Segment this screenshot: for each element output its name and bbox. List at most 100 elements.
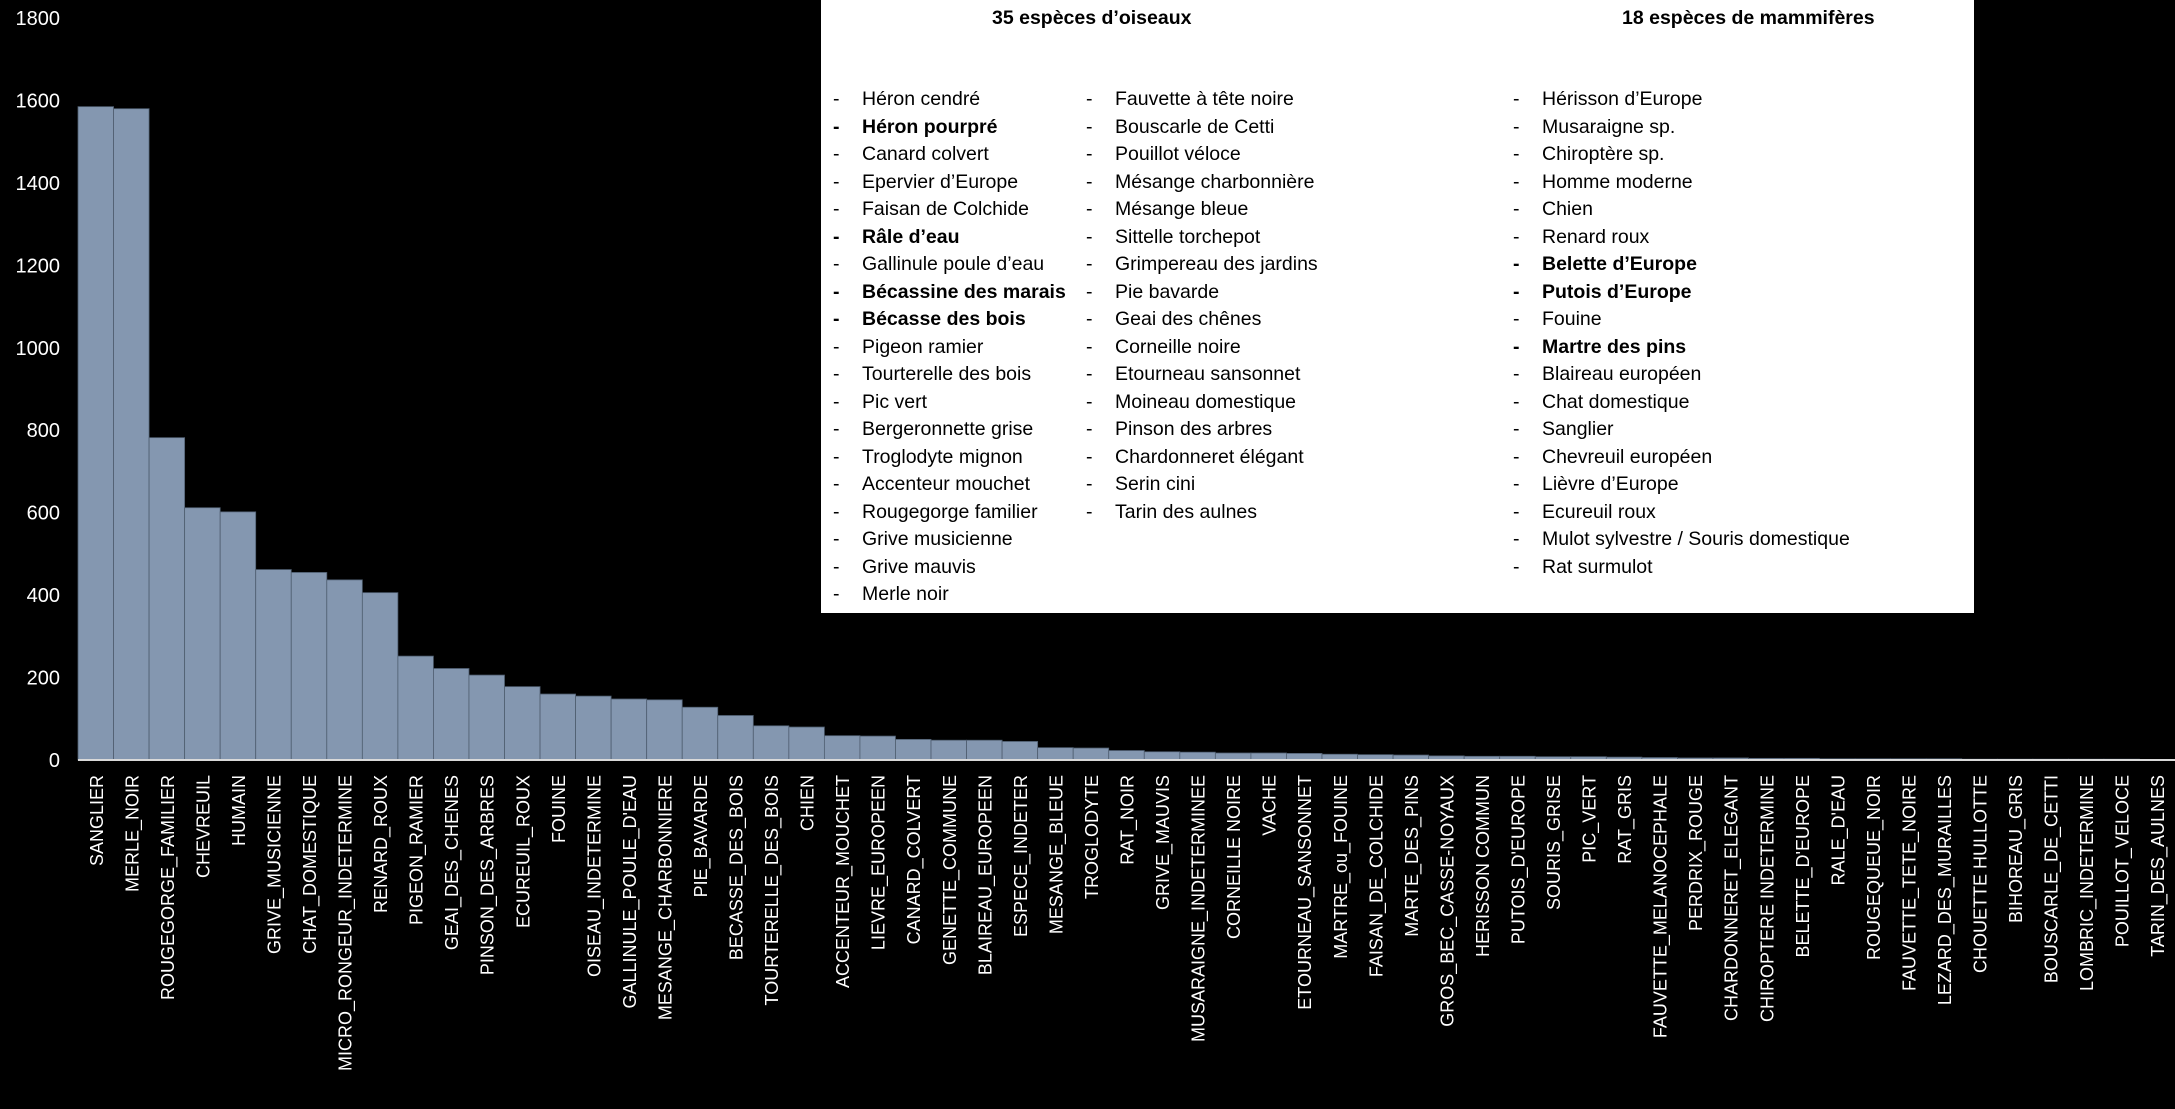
bar — [895, 738, 932, 761]
species-item: Tarin des aulnes — [1086, 499, 1318, 527]
x-tick-label: CHEVREUIL — [193, 775, 213, 878]
bar — [752, 725, 790, 761]
bar — [823, 735, 861, 761]
species-item: Sanglier — [1513, 416, 1850, 444]
y-tick-label: 800 — [27, 420, 60, 442]
x-tick-label: ECUREUIL_ROUX — [513, 775, 534, 928]
x-tick-label: GALLINULE_POULE_D'EAU — [620, 775, 641, 1009]
x-tick-label: GROS_BEC_CASSE-NOYAUX — [1437, 775, 1458, 1027]
species-item: Grive musicienne — [833, 526, 1066, 554]
y-tick-label: 1200 — [16, 255, 61, 277]
species-item: Chiroptère sp. — [1513, 141, 1850, 169]
bar — [966, 739, 1003, 761]
species-item: Rougegorge familier — [833, 499, 1066, 527]
bar — [326, 579, 363, 761]
bar — [575, 695, 612, 761]
x-tick-label: BELETTE_D'EUROPE — [1793, 775, 1814, 958]
species-item: Grimpereau des jardins — [1086, 251, 1318, 279]
x-tick-label: PIC_VERT — [1580, 775, 1601, 863]
species-item: Renard roux — [1513, 224, 1850, 252]
species-item: Chat domestique — [1513, 389, 1850, 417]
x-tick-label: FOUINE — [549, 775, 569, 843]
x-tick-label: FAISAN_DE_COLCHIDE — [1366, 775, 1387, 977]
x-tick-label: BIHOREAU_GRIS — [2006, 775, 2027, 923]
species-item: Chien — [1513, 196, 1850, 224]
x-tick-label: VACHE — [1260, 775, 1280, 836]
x-tick-label: LOMBRIC_INDETERMINE — [2077, 775, 2098, 991]
x-tick-label: PIE_BAVARDE — [691, 775, 712, 897]
x-tick-label: PIGEON_RAMIER — [407, 775, 428, 925]
species-item: Mulot sylvestre / Souris domestique — [1513, 526, 1850, 554]
x-tick-label: HERISSON COMMUN — [1473, 775, 1493, 957]
y-tick-label: 1800 — [16, 8, 61, 30]
x-tick-label: MERLE_NOIR — [122, 775, 143, 892]
x-tick-label: GEAI_DES_CHENES — [442, 775, 463, 950]
x-tick-label: OISEAU_INDETERMINE — [584, 775, 605, 977]
bar — [610, 698, 648, 761]
species-item: Mésange bleue — [1086, 196, 1318, 224]
x-tick-label: ROUGEQUEUE_NOIR — [1864, 775, 1885, 960]
species-item: Fauvette à tête noire — [1086, 86, 1318, 114]
y-tick-label: 1400 — [16, 173, 61, 195]
x-tick-label: ACCENTEUR_MOUCHET — [833, 775, 854, 988]
species-item: Bouscarle de Cetti — [1086, 114, 1318, 142]
bar — [1108, 750, 1145, 761]
species-item: Héron pourpré — [833, 114, 1066, 142]
species-item: Héron cendré — [833, 86, 1066, 114]
species-item: Pic vert — [833, 389, 1066, 417]
x-tick-label: PERDRIX_ROUGE — [1686, 775, 1707, 931]
bar-series — [77, 106, 2175, 761]
x-tick-label: CHARDONNERET_ELEGANT — [1722, 775, 1743, 1021]
x-tick-label: LEZARD_DES_MURAILLES — [1935, 775, 1956, 1005]
x-tick-label: SOURIS_GRISE — [1544, 775, 1565, 910]
bar — [77, 106, 114, 761]
species-item: Pinson des arbres — [1086, 416, 1318, 444]
x-tick-label: MICRO_RONGEUR_INDETERMINE — [336, 775, 357, 1071]
x-tick-label: CANARD_COLVERT — [904, 775, 925, 944]
bar — [788, 726, 825, 761]
species-item: Rat surmulot — [1513, 554, 1850, 582]
x-tick-label: LIEVRE_EUROPEEN — [869, 775, 890, 950]
species-inventory-box: 35 espèces d’oiseaux 18 espèces de mammi… — [821, 0, 1974, 613]
bar — [113, 108, 150, 761]
species-item: Accenteur mouchet — [833, 471, 1066, 499]
species-item: Putois d’Europe — [1513, 279, 1850, 307]
birds-list-column-2: Fauvette à tête noireBouscarle de Cetti P… — [1086, 86, 1318, 526]
x-tick-label: FAUVETTE_MELANOCEPHALE — [1651, 775, 1672, 1038]
species-item: Moineau domestique — [1086, 389, 1318, 417]
x-tick-label: MARTRE_ou_FOUINE — [1331, 775, 1352, 959]
x-tick-label: CHIROPTERE INDETERMINE — [1757, 775, 1777, 1022]
x-tick-label: HUMAIN — [229, 775, 249, 846]
species-item: Râle d’eau — [833, 224, 1066, 252]
bar — [930, 739, 967, 761]
x-tick-label: RENARD_ROUX — [371, 775, 392, 913]
species-item: Canard colvert — [833, 141, 1066, 169]
species-item: Bécasse des bois — [833, 306, 1066, 334]
species-item: Bécassine des marais — [833, 279, 1066, 307]
x-tick-label: ROUGEGORGE_FAMILIER — [158, 775, 179, 1000]
y-axis: 0 200 400 600 800 1000 1200 1400 1600 1800 — [16, 8, 61, 772]
species-item: Belette d’Europe — [1513, 251, 1850, 279]
x-tick-label: TROGLODYTE — [1082, 775, 1102, 899]
y-tick-label: 1600 — [16, 90, 61, 112]
species-item: Martre des pins — [1513, 334, 1850, 362]
species-item: Grive mauvis — [833, 554, 1066, 582]
x-tick-label: CHOUETTE HULLOTTE — [1971, 775, 1991, 973]
bar — [219, 511, 257, 761]
x-tick-label: MARTE_DES_PINS — [1402, 775, 1423, 937]
species-item: Faisan de Colchide — [833, 196, 1066, 224]
bar — [646, 699, 683, 761]
x-tick-label: GENETTE_COMMUNE — [940, 775, 961, 965]
birds-list-column-1: Héron cendréHéron pourpréCanard colvertE… — [833, 86, 1066, 609]
species-item: Ecureuil roux — [1513, 499, 1850, 527]
y-tick-label: 1000 — [16, 338, 61, 360]
x-tick-label: FAUVETTE_TETE_NOIRE — [1899, 775, 1920, 991]
x-tick-label: RALE_D'EAU — [1828, 775, 1849, 885]
x-tick-label: GRIVE_MUSICIENNE — [264, 775, 285, 954]
x-tick-label: TOURTERELLE_DES_BOIS — [762, 775, 783, 1005]
x-tick-label: PINSON_DES_ARBRES — [478, 775, 499, 975]
mammals-title: 18 espèces de mammifères — [1622, 7, 1875, 29]
bar — [397, 655, 434, 761]
species-item: Lièvre d’Europe — [1513, 471, 1850, 499]
x-tick-label: RAT_NOIR — [1118, 775, 1139, 865]
